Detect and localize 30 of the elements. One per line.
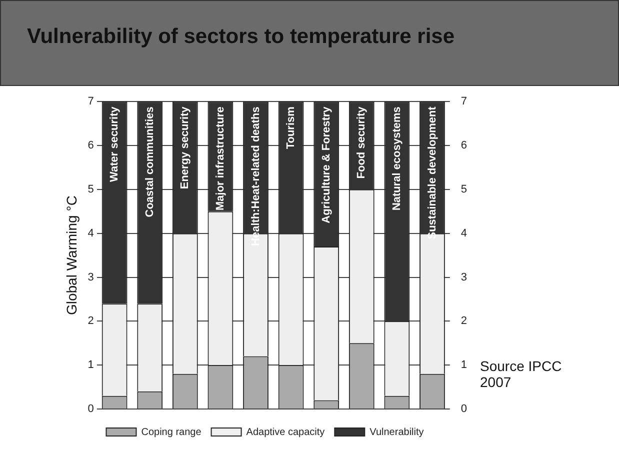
x-tick-label: Natural ecosystems bbox=[390, 106, 403, 211]
legend-label: Coping range bbox=[141, 426, 202, 438]
x-tick-label: Tourism bbox=[285, 106, 298, 150]
y-tick-label: 7 bbox=[88, 96, 94, 108]
y2-tick-label: 6 bbox=[460, 140, 468, 152]
y-tick-label: 1 bbox=[88, 359, 94, 372]
y-tick-label: 0 bbox=[88, 403, 94, 416]
y-tick-label: 6 bbox=[88, 140, 94, 152]
legend-label: Adaptive capacity bbox=[246, 426, 325, 438]
y2-tick-label: 3 bbox=[460, 271, 468, 284]
y2-tick-label: 1 bbox=[460, 359, 468, 372]
x-tick-label: Energy security bbox=[179, 106, 192, 190]
y2-tick-label: 7 bbox=[460, 96, 468, 108]
y2-tick-label: 5 bbox=[460, 183, 468, 196]
y2-tick-label: 4 bbox=[460, 227, 468, 240]
y2-tick-label: 0 bbox=[460, 403, 468, 416]
x-tick-label: Food security bbox=[356, 106, 368, 179]
x-tick-label: Major infrastructure bbox=[214, 106, 226, 211]
y-tick-label: 2 bbox=[88, 315, 94, 328]
y-axis-title: Global Warming °C bbox=[63, 196, 80, 316]
y2-tick-label: 2 bbox=[460, 315, 468, 328]
chart-title: Vulnerability of sectors to temperature rise bbox=[27, 25, 455, 49]
source-note: Source IPCC 2007 bbox=[480, 358, 563, 390]
x-tick-label: Water security bbox=[108, 106, 121, 182]
y-tick-label: 4 bbox=[88, 227, 94, 240]
y-tick-label: 5 bbox=[88, 183, 94, 196]
legend-label: Vulnerability bbox=[370, 426, 424, 438]
x-tick-label: Agriculture & Forestry bbox=[320, 106, 332, 224]
x-tick-label: Coastal communities bbox=[144, 106, 156, 218]
y-tick-label: 3 bbox=[88, 271, 94, 284]
